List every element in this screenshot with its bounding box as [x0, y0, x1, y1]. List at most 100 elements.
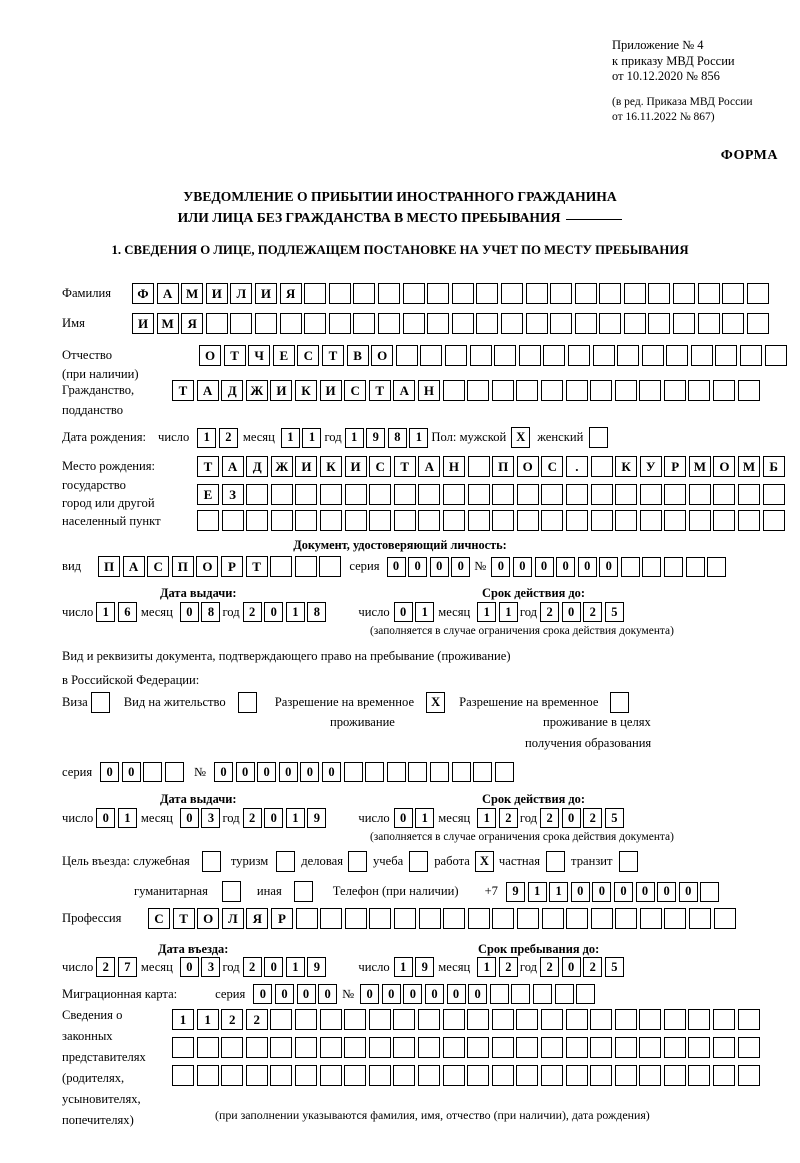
char-box[interactable] [353, 283, 376, 304]
char-box[interactable] [639, 908, 662, 929]
char-box[interactable]: 1 [409, 427, 429, 448]
char-box[interactable] [623, 283, 646, 304]
char-box[interactable] [567, 345, 590, 366]
char-box[interactable] [494, 762, 514, 782]
char-box[interactable] [395, 345, 418, 366]
char-box[interactable]: Н [442, 456, 465, 477]
char-box[interactable] [648, 313, 671, 334]
char-box[interactable] [540, 1037, 563, 1058]
char-box[interactable] [663, 1037, 686, 1058]
char-box[interactable]: 0 [446, 984, 466, 1004]
char-box[interactable] [467, 908, 490, 929]
char-box[interactable] [620, 556, 640, 577]
char-box[interactable] [746, 313, 769, 334]
char-box[interactable]: О [516, 456, 539, 477]
char-box[interactable]: А [122, 556, 145, 577]
char-box[interactable] [473, 762, 493, 782]
char-box[interactable]: 0 [393, 808, 413, 828]
char-box[interactable] [541, 484, 564, 505]
char-box[interactable]: 0 [599, 556, 619, 577]
char-box[interactable]: 0 [96, 808, 116, 828]
char-box[interactable]: 0 [657, 881, 677, 902]
char-box[interactable]: 5 [604, 602, 624, 622]
char-box[interactable]: 0 [235, 762, 255, 782]
char-box[interactable] [294, 1065, 317, 1086]
char-box[interactable]: 0 [408, 556, 428, 577]
char-box[interactable] [615, 908, 638, 929]
char-box[interactable] [476, 313, 499, 334]
char-box[interactable] [516, 484, 539, 505]
char-box[interactable]: 2 [583, 602, 603, 622]
char-box[interactable] [196, 1037, 219, 1058]
char-box[interactable] [344, 1009, 367, 1030]
char-box[interactable]: 0 [264, 602, 284, 622]
char-box[interactable]: 1 [415, 602, 435, 622]
char-box[interactable] [737, 1009, 760, 1030]
char-box[interactable] [221, 510, 244, 531]
char-box[interactable] [516, 1009, 539, 1030]
char-box[interactable]: 0 [393, 602, 413, 622]
char-box[interactable]: 3 [201, 957, 221, 977]
char-box[interactable]: 2 [583, 957, 603, 977]
char-box[interactable]: 0 [300, 762, 320, 782]
char-box[interactable] [393, 510, 416, 531]
char-box[interactable] [489, 984, 509, 1004]
char-box[interactable]: 6 [117, 602, 137, 622]
char-box[interactable] [543, 345, 566, 366]
char-box[interactable] [393, 1037, 416, 1058]
visa-checkbox[interactable] [90, 692, 110, 713]
char-box[interactable]: 0 [121, 762, 141, 782]
char-box[interactable] [738, 484, 761, 505]
sex-female-checkbox[interactable] [589, 427, 609, 448]
char-box[interactable]: 1 [302, 427, 322, 448]
char-box[interactable]: Т [321, 345, 344, 366]
char-box[interactable] [295, 484, 318, 505]
char-box[interactable] [511, 984, 531, 1004]
char-box[interactable] [685, 556, 705, 577]
char-box[interactable]: 1 [117, 808, 137, 828]
char-box[interactable] [442, 380, 465, 401]
char-box[interactable] [427, 313, 450, 334]
char-box[interactable] [673, 283, 696, 304]
char-box[interactable] [467, 456, 490, 477]
char-box[interactable] [664, 510, 687, 531]
char-box[interactable] [590, 1065, 613, 1086]
char-box[interactable]: 2 [218, 427, 238, 448]
char-box[interactable] [713, 484, 736, 505]
char-box[interactable] [442, 510, 465, 531]
char-box[interactable] [541, 510, 564, 531]
char-box[interactable] [688, 484, 711, 505]
char-box[interactable] [344, 510, 367, 531]
char-box[interactable] [565, 1037, 588, 1058]
char-box[interactable] [270, 556, 293, 577]
char-box[interactable] [393, 1009, 416, 1030]
char-box[interactable] [590, 510, 613, 531]
char-box[interactable] [590, 1037, 613, 1058]
char-box[interactable]: 0 [403, 984, 423, 1004]
char-box[interactable] [690, 345, 713, 366]
char-box[interactable]: 0 [381, 984, 401, 1004]
char-box[interactable] [500, 283, 523, 304]
char-box[interactable] [417, 1065, 440, 1086]
char-box[interactable] [328, 283, 351, 304]
char-box[interactable] [230, 313, 253, 334]
char-box[interactable]: 0 [592, 881, 612, 902]
char-box[interactable]: 0 [635, 881, 655, 902]
char-box[interactable]: 0 [179, 957, 199, 977]
char-box[interactable] [418, 510, 441, 531]
purpose-study-checkbox[interactable] [409, 851, 429, 872]
char-box[interactable]: О [196, 556, 219, 577]
char-box[interactable] [614, 380, 637, 401]
char-box[interactable] [664, 484, 687, 505]
char-box[interactable] [451, 283, 474, 304]
char-box[interactable]: М [181, 283, 204, 304]
char-box[interactable]: 9 [505, 881, 525, 902]
char-box[interactable] [270, 1009, 293, 1030]
char-box[interactable] [294, 1037, 317, 1058]
char-box[interactable] [746, 283, 769, 304]
char-box[interactable]: И [295, 456, 318, 477]
